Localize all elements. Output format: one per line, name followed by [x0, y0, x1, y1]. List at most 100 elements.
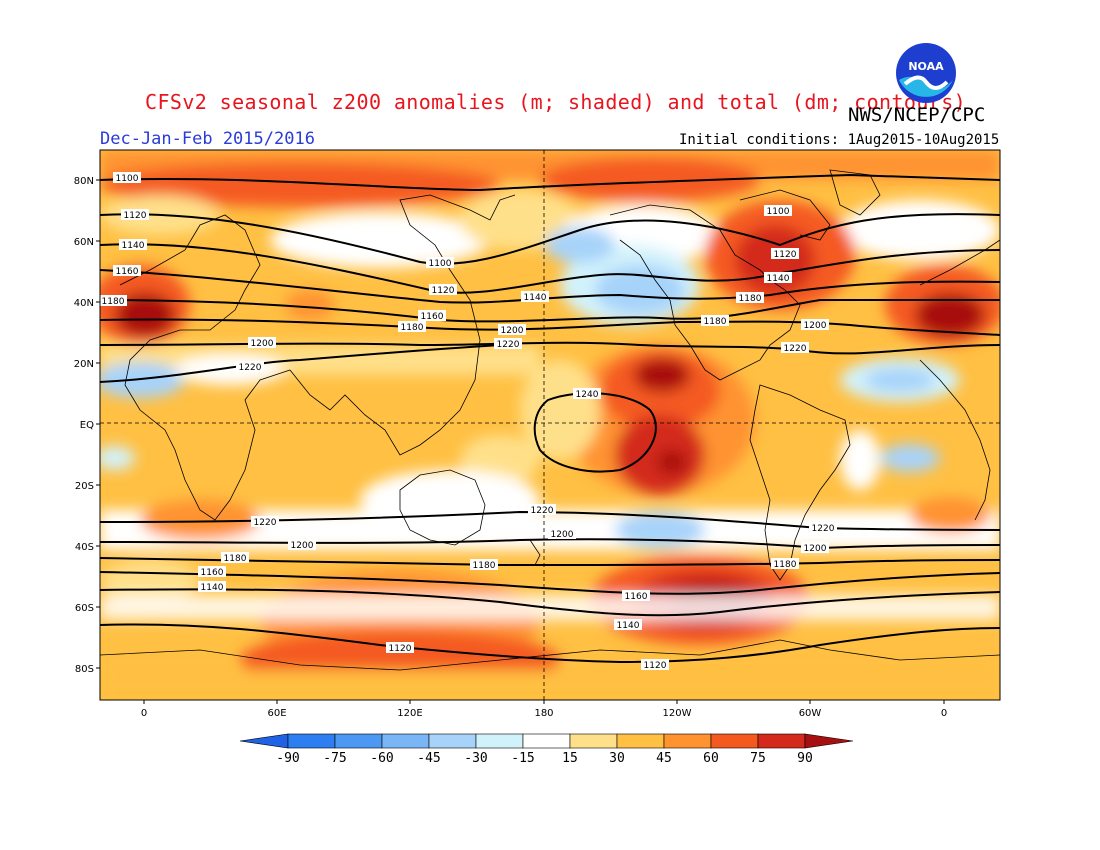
contour-label: 1120 — [641, 659, 669, 671]
contour-label: 1180 — [701, 315, 729, 327]
svg-text:1140: 1140 — [767, 274, 790, 284]
lon-label: 0 — [141, 708, 147, 719]
colorbar-tick-label: -45 — [417, 751, 440, 766]
contour-label: 1120 — [429, 284, 457, 296]
svg-text:1120: 1120 — [644, 661, 667, 671]
latitude-axis: 80N 60N 40N 20N EQ 20S 40S 60S 80S — [74, 176, 94, 675]
colorbar-right-arrow — [804, 733, 854, 749]
initial-conditions: Initial conditions: 1Aug2015-10Aug2015 — [679, 132, 1000, 148]
lon-label: 180 — [534, 708, 553, 719]
svg-text:1140: 1140 — [201, 583, 224, 593]
lat-label: 20N — [74, 359, 94, 370]
season-subtitle: Dec-Jan-Feb 2015/2016 — [100, 129, 315, 149]
contour-label: 1200 — [801, 319, 829, 331]
contour-label: 1200 — [801, 542, 829, 554]
svg-text:1220: 1220 — [784, 344, 807, 354]
contour-label: 1140 — [764, 272, 792, 284]
colorbar-swatch — [710, 733, 759, 749]
contour-label: 1220 — [809, 522, 837, 534]
contour-label: 1100 — [113, 172, 141, 184]
contour-label: 1140 — [198, 581, 226, 593]
contour-label: 1200 — [248, 337, 276, 349]
contour-label: 1180 — [736, 292, 764, 304]
contour-label: 1180 — [221, 552, 249, 564]
colorbar-tick-label: 60 — [703, 751, 719, 766]
contour-label: 1200 — [288, 539, 316, 551]
contour-label: 1180 — [100, 295, 127, 307]
contour-label: 1200 — [548, 528, 576, 540]
svg-text:1220: 1220 — [239, 363, 262, 373]
contour-label: 1160 — [198, 566, 226, 578]
colorbar-tick-label: 15 — [562, 751, 578, 766]
agency-label: NWS/NCEP/CPC — [848, 104, 986, 126]
lat-label: 80N — [74, 176, 94, 187]
svg-text:1140: 1140 — [617, 621, 640, 631]
svg-text:1200: 1200 — [804, 544, 827, 554]
contour-label: 1180 — [470, 559, 498, 571]
colorbar-tick-label: -90 — [276, 751, 299, 766]
lat-label: 80S — [75, 664, 94, 675]
contour-label: 1180 — [398, 321, 426, 333]
colorbar-swatch — [757, 733, 806, 749]
lat-label: 60N — [74, 237, 94, 248]
svg-text:1120: 1120 — [774, 250, 797, 260]
colorbar-swatch — [287, 733, 336, 749]
svg-text:1240: 1240 — [576, 390, 599, 400]
contour-label: 1160 — [113, 265, 141, 277]
contour-label: 1220 — [528, 504, 556, 516]
svg-text:1220: 1220 — [254, 518, 277, 528]
svg-text:1220: 1220 — [812, 524, 835, 534]
svg-text:1200: 1200 — [291, 541, 314, 551]
contour-label: 1220 — [236, 361, 264, 373]
lon-label: 120W — [663, 708, 692, 719]
colorbar-swatch — [522, 733, 571, 749]
colorbar-swatch — [616, 733, 665, 749]
svg-text:1140: 1140 — [524, 293, 547, 303]
colorbar-tick-label: -30 — [464, 751, 487, 766]
colorbar-tick-label: 75 — [750, 751, 766, 766]
colorbar-swatch — [475, 733, 524, 749]
contour-label: 1120 — [386, 642, 414, 654]
contour-label: 1160 — [418, 310, 446, 322]
lat-label: 60S — [75, 603, 94, 614]
contour-label: 1100 — [764, 205, 792, 217]
svg-text:1140: 1140 — [122, 241, 145, 251]
svg-text:1160: 1160 — [116, 267, 139, 277]
colorbar-left-arrow — [239, 733, 289, 749]
lon-label: 60W — [799, 708, 822, 719]
longitude-axis: 0 60E 120E 180 120W 60W 0 — [141, 708, 947, 719]
contour-label: 1200 — [498, 324, 526, 336]
contour-labels: 1100 1100 1100 1120 1120 1120 1120 1120 … — [100, 172, 837, 671]
svg-text:1180: 1180 — [739, 294, 762, 304]
svg-text:1100: 1100 — [429, 259, 452, 269]
svg-text:1180: 1180 — [401, 323, 424, 333]
svg-text:1160: 1160 — [421, 312, 444, 322]
contour-label: 1140 — [119, 239, 147, 251]
colorbar-tick-label: -75 — [323, 751, 346, 766]
colorbar-swatch — [663, 733, 712, 749]
lat-label: 40S — [75, 542, 94, 553]
lon-label: 0 — [941, 708, 947, 719]
svg-text:1180: 1180 — [102, 297, 125, 307]
contour-label: 1120 — [121, 209, 149, 221]
logo-text: NOAA — [908, 60, 944, 73]
colorbar: -90 -75 -60 -45 -30 -15 15 30 45 60 75 90 — [239, 733, 854, 766]
contour-label: 1100 — [426, 257, 454, 269]
svg-text:1120: 1120 — [389, 644, 412, 654]
colorbar-tick-label: 30 — [609, 751, 625, 766]
svg-text:1180: 1180 — [704, 317, 727, 327]
colorbar-swatch — [428, 733, 477, 749]
colorbar-swatch — [569, 733, 618, 749]
contour-label: 1220 — [494, 338, 522, 350]
shaded-anomalies: 1100 1100 1100 1120 1120 1120 1120 1120 … — [100, 150, 1000, 700]
noaa-logo: NOAA — [896, 43, 956, 103]
contour-label: 1160 — [622, 590, 650, 602]
colorbar-tick-label: 90 — [797, 751, 813, 766]
svg-text:1180: 1180 — [774, 560, 797, 570]
lon-label: 120E — [397, 708, 422, 719]
contour-label: 1140 — [614, 619, 642, 631]
svg-text:1100: 1100 — [116, 174, 139, 184]
svg-text:1220: 1220 — [531, 506, 554, 516]
coastlines — [100, 169, 1000, 671]
